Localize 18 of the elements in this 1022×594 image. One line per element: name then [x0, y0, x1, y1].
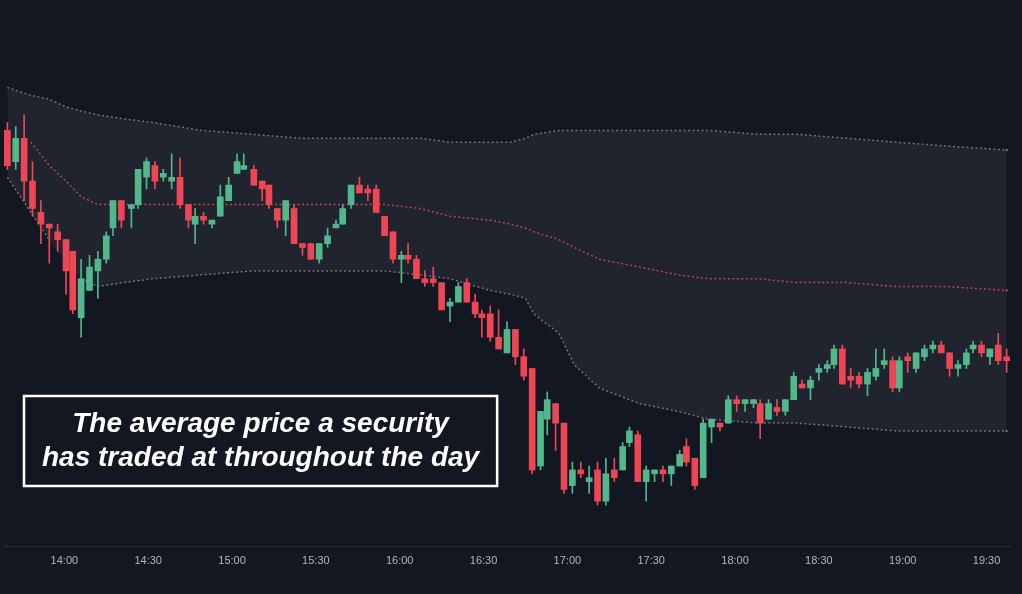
x-tick-label: 15:00 [218, 554, 246, 567]
annotation: The average price a security has traded at throughout the day [42, 406, 481, 472]
x-tick-label: 14:30 [134, 554, 162, 567]
x-tick-label: 18:00 [721, 554, 749, 567]
x-tick-label: 17:00 [553, 554, 582, 567]
candlestick [880, 348, 888, 369]
x-tick-label: 19:30 [972, 554, 1001, 567]
x-tick-label: 17:30 [637, 554, 665, 567]
candlestick [585, 465, 593, 494]
x-tick-label: 16:30 [469, 554, 498, 567]
candlestick [904, 352, 912, 373]
x-tick-label: 15:30 [302, 554, 330, 567]
x-tick-label: 14:00 [50, 554, 79, 567]
candlestick [45, 223, 53, 264]
candlestick [404, 243, 412, 264]
x-tick-label: 16:00 [385, 554, 414, 567]
x-tick-label: 19:00 [888, 554, 917, 567]
x-tick-label: 18:30 [805, 554, 833, 567]
